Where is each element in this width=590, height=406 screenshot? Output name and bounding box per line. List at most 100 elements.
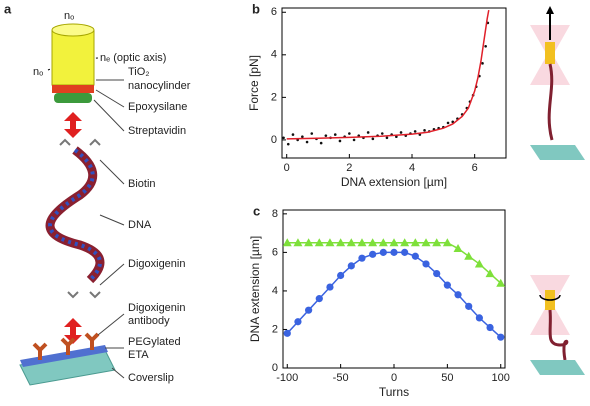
marker [314, 238, 324, 247]
point [423, 129, 426, 132]
y-tick-label: 2 [271, 91, 277, 103]
label: Epoxysilane [128, 101, 187, 113]
dna [45, 146, 105, 284]
label: nₒ [64, 10, 74, 22]
panel-label: a [4, 1, 12, 16]
label: Digoxigenin [128, 258, 185, 270]
marker [368, 238, 378, 247]
point [305, 140, 309, 144]
y-tick-label: 6 [271, 6, 277, 18]
marker [389, 238, 399, 247]
marker [485, 269, 495, 278]
marker [475, 314, 483, 322]
point [451, 120, 455, 124]
marker [294, 318, 302, 326]
x-tick-label: 0 [391, 372, 397, 384]
marker [282, 238, 292, 247]
label: ETA [128, 349, 149, 361]
series-line [286, 251, 502, 338]
label: nanocylinder [128, 80, 191, 92]
marker [326, 283, 334, 291]
marker [379, 248, 387, 256]
point [324, 134, 328, 137]
point [399, 131, 403, 134]
point [385, 136, 389, 140]
x-tick-label: 0 [284, 162, 290, 174]
y-tick-label: 4 [271, 49, 277, 61]
marker [497, 333, 505, 341]
marker [347, 262, 355, 270]
y-tick-label: 4 [272, 285, 278, 297]
point [319, 141, 323, 145]
y-tick-label: 6 [272, 246, 278, 258]
y-axis-label: Force [pN] [247, 55, 261, 111]
marker [305, 306, 313, 314]
diagram: a nₒ nₑ (optic axis) nₒ TiO₂ nanoc [4, 1, 191, 386]
y-tick-label: 8 [272, 208, 278, 220]
plot-frame [281, 7, 507, 159]
marker [411, 252, 419, 260]
marker [369, 250, 377, 258]
arrow [64, 112, 82, 344]
marker [400, 238, 410, 247]
antibody [32, 332, 100, 360]
marker [433, 269, 441, 278]
point [366, 131, 370, 134]
marker [293, 238, 303, 247]
linker [59, 138, 101, 299]
marker [410, 238, 420, 247]
marker [443, 281, 451, 289]
point [286, 142, 290, 146]
label: TiO₂ [128, 66, 150, 78]
epoxysilane [52, 85, 94, 93]
point [338, 139, 342, 143]
marker [454, 291, 462, 299]
label: Biotin [128, 178, 156, 190]
marker [358, 254, 366, 262]
marker [465, 302, 473, 310]
point [484, 44, 487, 48]
label: nₑ (optic axis) [100, 52, 166, 64]
point [413, 130, 417, 133]
leader-lines [93, 79, 125, 379]
x-tick-label: -50 [333, 372, 349, 384]
point [291, 133, 295, 136]
trap-icon [530, 275, 585, 375]
label: antibody [128, 315, 170, 327]
marker [283, 329, 291, 337]
x-tick-label: 50 [441, 372, 453, 384]
point [481, 62, 484, 65]
marker [442, 238, 452, 247]
panel-label: b [252, 1, 260, 16]
marker [464, 251, 474, 260]
nanocylinder-top [51, 23, 95, 37]
point [446, 121, 450, 125]
marker [486, 323, 494, 332]
y-tick-label: 0 [272, 362, 278, 374]
y-axis-label: DNA extension [µm] [248, 236, 262, 342]
x-tick-label: 100 [492, 372, 510, 384]
x-tick-label: 6 [472, 162, 478, 174]
marker [337, 271, 345, 280]
panel-label: c [253, 203, 260, 218]
x-tick-label: 2 [346, 162, 352, 174]
y-tick-label: 0 [271, 134, 277, 146]
marker [421, 238, 431, 247]
x-axis-label: DNA extension [µm] [341, 175, 447, 189]
label: Coverslip [128, 372, 174, 384]
streptavidin [54, 93, 92, 103]
nanocylinder [51, 29, 95, 86]
label: DNA [128, 219, 152, 231]
point [380, 132, 384, 135]
marker [304, 238, 314, 247]
label: Streptavidin [128, 125, 186, 137]
marker [378, 238, 388, 247]
marker [496, 278, 506, 287]
marker [401, 248, 409, 256]
x-tick-label: -100 [276, 372, 298, 384]
point [310, 132, 314, 135]
marker [357, 238, 367, 247]
plot-frame [282, 209, 506, 369]
marker [315, 295, 323, 303]
